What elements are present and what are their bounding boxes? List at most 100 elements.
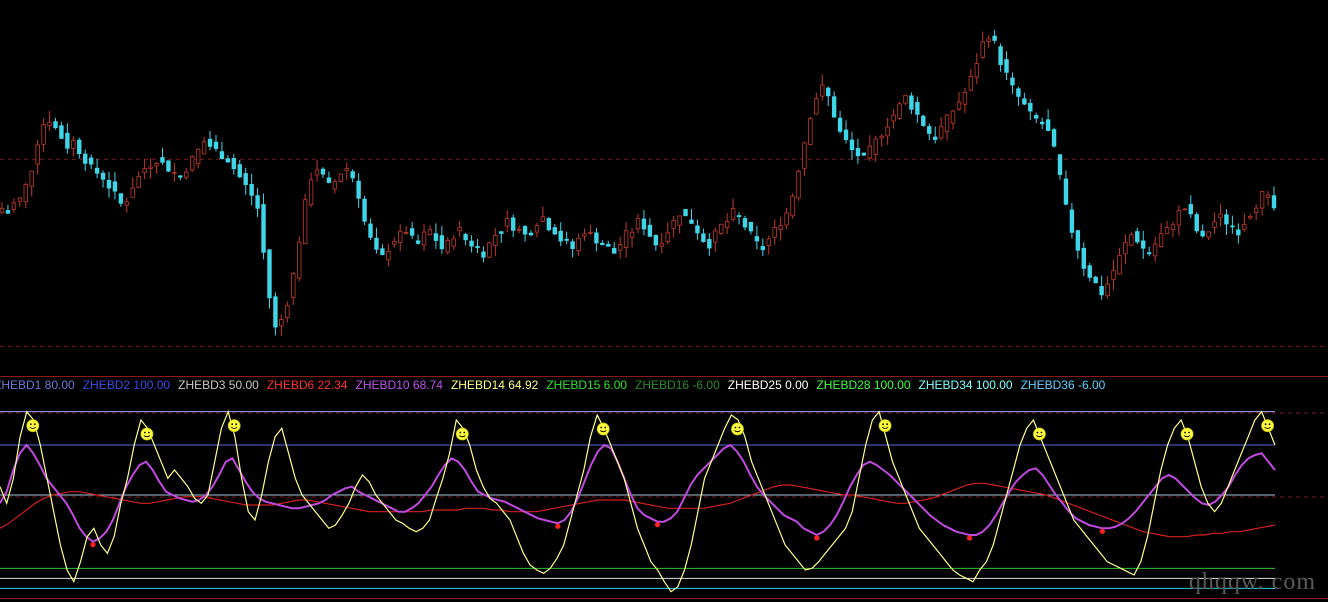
candle-194 <box>1152 236 1158 262</box>
candle-11 <box>65 123 70 154</box>
candle-188 <box>1117 247 1122 275</box>
candle-75 <box>445 236 450 255</box>
candle-177 <box>1051 127 1057 148</box>
candle-162 <box>962 87 968 114</box>
candle-26 <box>154 161 159 174</box>
candle-8 <box>47 111 52 131</box>
candle-112 <box>665 222 670 245</box>
candle-37 <box>219 141 225 160</box>
candle-78 <box>463 232 468 246</box>
candle-24 <box>142 158 147 180</box>
candle-29 <box>172 163 177 182</box>
legend-item-zhebd1: ZHEBD1 80.00 <box>0 378 75 392</box>
candle-17 <box>100 170 106 188</box>
candle-113 <box>671 216 676 238</box>
candle-45 <box>267 248 272 309</box>
candle-86 <box>510 214 516 238</box>
candle-180 <box>1069 202 1075 239</box>
candle-32 <box>190 155 195 172</box>
candle-36 <box>213 135 219 152</box>
candle-108 <box>641 210 647 236</box>
candle-19 <box>112 172 118 200</box>
smiley-marker-0 <box>26 419 40 433</box>
candle-67 <box>398 224 403 252</box>
candle-168 <box>998 43 1003 72</box>
candle-106 <box>629 227 635 248</box>
candle-9 <box>53 117 58 130</box>
candle-142 <box>843 120 849 144</box>
candle-40 <box>237 159 242 179</box>
candle-186 <box>1105 276 1110 299</box>
candle-202 <box>1200 224 1205 238</box>
candle-128 <box>760 238 766 256</box>
candle-79 <box>469 235 474 253</box>
candle-118 <box>701 228 706 243</box>
candle-21 <box>124 197 130 213</box>
bottom-border <box>0 598 1328 599</box>
candle-47 <box>279 314 284 336</box>
candle-147 <box>873 135 878 162</box>
candle-137 <box>814 92 819 115</box>
candle-49 <box>291 271 296 305</box>
candle-208 <box>1236 223 1241 244</box>
candle-83 <box>493 228 498 257</box>
pane-divider <box>0 376 1328 377</box>
candle-126 <box>748 221 754 235</box>
candle-169 <box>1004 51 1009 81</box>
candle-71 <box>421 223 427 251</box>
candle-117 <box>695 219 700 240</box>
candle-195 <box>1158 223 1164 248</box>
legend-item-zhebd6: ZHEBD6 22.34 <box>266 378 348 392</box>
candle-156 <box>927 123 932 141</box>
legend-item-zhebd28: ZHEBD28 100.00 <box>816 378 911 392</box>
candle-151 <box>897 102 902 120</box>
series-line-zhebd10 <box>0 443 1276 543</box>
candle-159 <box>944 114 950 141</box>
legend-item-zhebd34: ZHEBD34 100.00 <box>918 378 1013 392</box>
candle-207 <box>1230 215 1235 234</box>
candle-148 <box>879 133 884 147</box>
legend-item-zhebd16: ZHEBD16 -6.00 <box>635 378 720 392</box>
candle-1 <box>5 204 11 215</box>
candle-58 <box>344 162 349 181</box>
candle-136 <box>808 116 813 146</box>
candle-115 <box>683 209 688 217</box>
candle-181 <box>1075 230 1081 259</box>
candle-184 <box>1093 275 1098 284</box>
candle-66 <box>392 237 397 248</box>
candle-82 <box>487 241 492 259</box>
candle-125 <box>742 215 748 231</box>
candle-64 <box>380 244 385 256</box>
candle-167 <box>992 29 997 44</box>
signal-dot-2 <box>654 522 661 528</box>
candle-28 <box>166 160 171 173</box>
candle-80 <box>475 239 480 253</box>
candle-69 <box>409 221 415 240</box>
candle-132 <box>784 208 789 230</box>
candle-205 <box>1218 204 1223 227</box>
candle-212 <box>1259 190 1265 216</box>
candle-76 <box>451 235 456 250</box>
candle-211 <box>1253 204 1259 221</box>
candle-145 <box>861 152 867 157</box>
candle-175 <box>1039 117 1045 130</box>
candle-55 <box>326 171 332 184</box>
candle-72 <box>427 225 433 236</box>
candle-88 <box>522 224 528 242</box>
candle-54 <box>320 167 326 178</box>
candle-189 <box>1123 234 1128 264</box>
candle-10 <box>59 121 64 140</box>
candle-30 <box>178 175 183 181</box>
series-line-zhebd6 <box>0 482 1276 538</box>
candle-185 <box>1099 275 1104 300</box>
candle-13 <box>77 137 82 159</box>
smiley-marker-4 <box>596 422 610 436</box>
candle-124 <box>736 212 742 225</box>
candle-201 <box>1194 212 1199 234</box>
candle-172 <box>1022 92 1027 106</box>
candle-62 <box>368 218 373 240</box>
candle-140 <box>831 91 837 118</box>
candle-193 <box>1146 246 1152 257</box>
candle-178 <box>1057 154 1063 180</box>
candle-116 <box>689 208 694 224</box>
